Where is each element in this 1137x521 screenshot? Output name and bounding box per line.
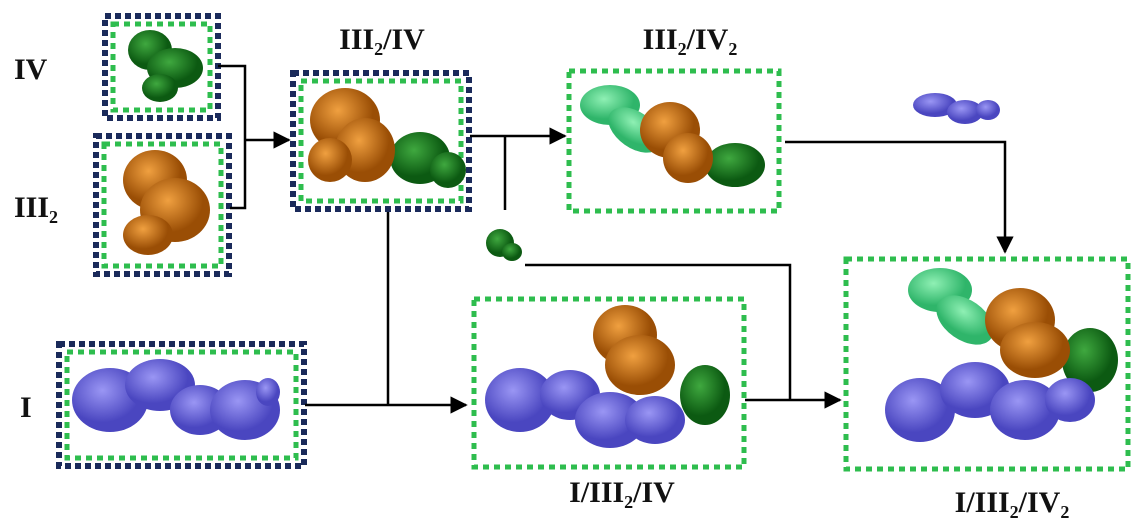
complex-i-iii2-iv-part [680,365,730,425]
box-frames [56,13,1131,472]
complex-i-iii2-iv-part-part [605,335,675,395]
box-frames-part [298,78,464,204]
box-frames-part [471,296,747,470]
complex-i-iii2-iv2-part-part [990,380,1060,440]
box-frames-part [93,133,232,277]
complex-i-iii2-iv [485,305,730,448]
connectors-part [785,140,1014,254]
protein-i [72,359,280,440]
complex-iii2-iv-part [390,132,466,188]
free-protein-i-part [976,100,1000,120]
node-label: III₂/IV₂ [643,23,738,56]
complex-iii2-iv2-part [705,143,765,187]
free-protein-i-part [947,100,983,124]
protein-iv [128,30,203,102]
protein-i-part [256,378,280,406]
complex-i-iii2-iv-part [485,368,685,448]
node-label: III₂ [14,191,58,224]
complex-i-iii2-iv2-part [885,362,1095,442]
box-frames-part [101,141,224,269]
node-label: I/III₂/IV [569,476,675,509]
node-label: I/III₂/IV₂ [955,486,1070,519]
complex-i-iii2-iv-part-part [575,392,645,448]
protein-iii2-part [123,215,173,255]
complex-iii2-iv2-part [640,102,713,183]
node-label: I [20,391,32,424]
complex-i-iii2-iv2-part-part [936,295,994,345]
box-frames-part [843,256,1131,472]
complex-iii2-iv-part [308,88,395,182]
complex-i-iii2-iv2 [885,268,1118,442]
box-frames-part [110,21,213,113]
complex-i-iii2-iv-part [593,305,675,395]
complex-i-iii2-iv2-part-part [885,378,955,442]
box-frames-part [290,70,472,212]
box-frames-part [64,349,299,461]
free-protein-i-part [913,93,957,117]
complex-i-iii2-iv2-part-part [1000,322,1070,378]
complex-i-iii2-iv-part-part [680,365,730,425]
complex-i-iii2-iv2-part [1062,328,1118,392]
box-frames-part [566,68,782,214]
complex-i-iii2-iv2-part [985,288,1070,378]
complex-i-iii2-iv-part-part [625,396,685,444]
complex-iii2-iv-part-part [430,152,466,188]
free-protein-iv [486,229,522,261]
free-protein-iv-part [502,243,522,261]
protein-iii2 [123,150,210,255]
connectors-part [525,263,792,400]
complex-i-iii2-iv2-part-part [1045,378,1095,422]
complex-iii2-iv2 [580,85,765,187]
box-frames-part [56,341,307,469]
complex-iii2-iv2-part-part [663,133,713,183]
complex-iii2-iv [308,88,466,188]
complex-iii2-iv-part-part [308,138,352,182]
node-label: IV [14,53,48,86]
complex-i-iii2-iv2-part-part [1062,328,1118,392]
node-label: III₂/IV [339,23,425,56]
complex-i-iii2-iv-part-part [485,368,555,432]
free-protein-i [913,93,1000,124]
protein-iv-part [142,74,178,102]
connectors-part [218,64,247,210]
complex-iii2-iv2-part-part [705,143,765,187]
complex-i-iii2-iv2-part [908,268,994,345]
connectors [218,64,1014,414]
